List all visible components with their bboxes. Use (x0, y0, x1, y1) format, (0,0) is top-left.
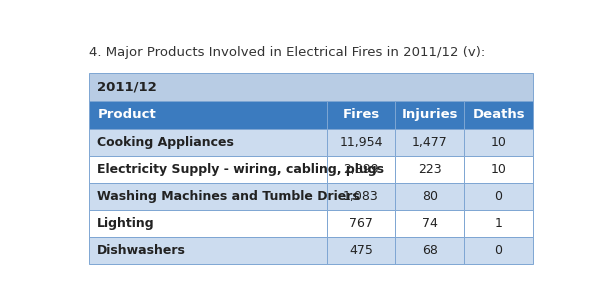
Bar (464, 210, 533, 237)
Bar (395, 237, 464, 264)
Bar (464, 129, 533, 156)
Text: 10: 10 (491, 136, 506, 149)
Bar (326, 210, 395, 237)
Text: Dishwashers: Dishwashers (97, 244, 186, 257)
Bar (395, 156, 464, 183)
Text: Fires: Fires (343, 108, 380, 122)
Text: Lighting: Lighting (97, 217, 155, 230)
Text: 767: 767 (349, 217, 373, 230)
Text: 10: 10 (491, 163, 506, 176)
Text: Product: Product (97, 108, 156, 122)
Text: 1,083: 1,083 (343, 190, 379, 203)
Text: 4. Major Products Involved in Electrical Fires in 2011/12 (v):: 4. Major Products Involved in Electrical… (89, 46, 485, 59)
Bar (464, 101, 533, 129)
Text: 11,954: 11,954 (339, 136, 383, 149)
Bar (395, 183, 464, 210)
Text: 80: 80 (422, 190, 438, 203)
Text: Washing Machines and Tumble Driers: Washing Machines and Tumble Driers (97, 190, 360, 203)
Bar (89, 156, 326, 183)
Bar (326, 156, 395, 183)
Bar (395, 129, 464, 156)
Bar (395, 210, 464, 237)
Bar (89, 237, 326, 264)
Bar (89, 183, 326, 210)
Bar (89, 101, 326, 129)
Text: 475: 475 (349, 244, 373, 257)
Text: Deaths: Deaths (472, 108, 525, 122)
Bar (326, 101, 395, 129)
Text: Cooking Appliances: Cooking Appliances (97, 136, 234, 149)
Bar (464, 156, 533, 183)
Text: 0: 0 (494, 190, 503, 203)
Bar (326, 129, 395, 156)
Bar (326, 237, 395, 264)
Text: Injuries: Injuries (401, 108, 458, 122)
Bar (464, 183, 533, 210)
Text: Electricity Supply - wiring, cabling, plugs: Electricity Supply - wiring, cabling, pl… (97, 163, 385, 176)
Bar (89, 72, 533, 101)
Bar (395, 101, 464, 129)
Text: 1,477: 1,477 (412, 136, 448, 149)
Text: 68: 68 (422, 244, 438, 257)
Bar (464, 237, 533, 264)
Text: 223: 223 (418, 163, 442, 176)
Bar (89, 210, 326, 237)
Bar (89, 129, 326, 156)
Text: 74: 74 (422, 217, 438, 230)
Text: 2,899: 2,899 (343, 163, 379, 176)
Text: 1: 1 (494, 217, 503, 230)
Text: 2011/12: 2011/12 (97, 80, 157, 93)
Bar (326, 183, 395, 210)
Text: 0: 0 (494, 244, 503, 257)
